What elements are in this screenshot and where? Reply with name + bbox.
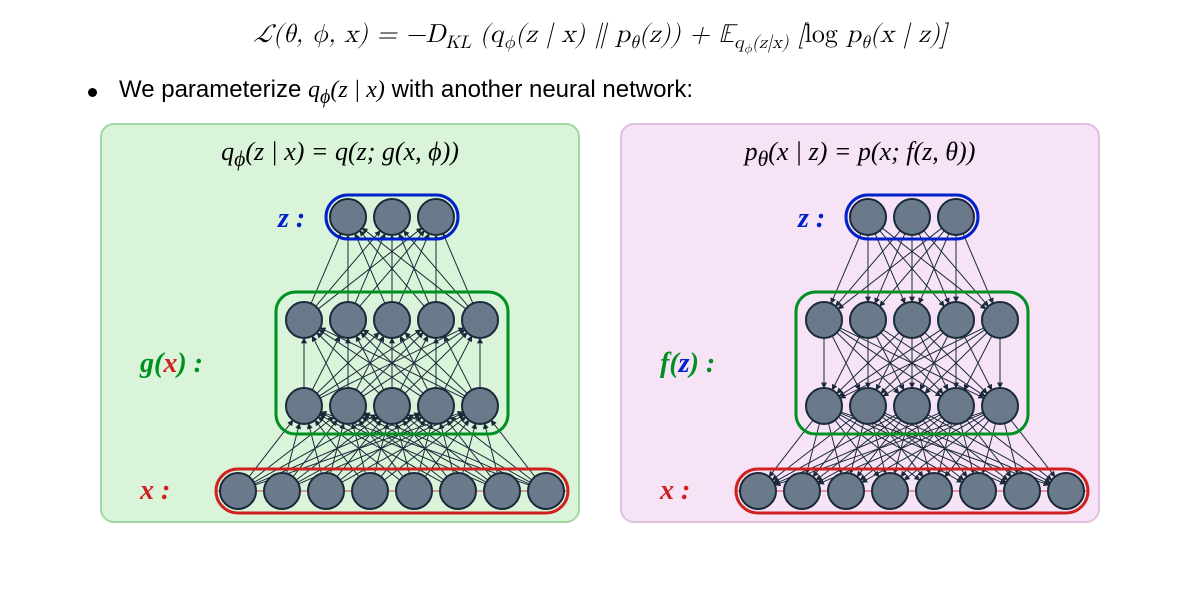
encoder-panel: qϕ(z | x) = q(z; g(x, ϕ)) z : g(x) : x : (100, 123, 580, 523)
panels-container: qϕ(z | x) = q(z; g(x, ϕ)) z : g(x) : x :… (60, 123, 1140, 523)
bullet-line: We parameterize qϕ(z | x) with another n… (60, 76, 1140, 109)
elbo-equation: ℒ(θ, ϕ, x) = −DKL (qϕ(z | x) ∥ pθ(z)) + … (60, 20, 1140, 58)
bullet-text: We parameterize qϕ(z | x) with another n… (119, 76, 693, 109)
bullet-dot-icon (88, 88, 97, 97)
decoder-network-svg (622, 125, 1102, 525)
decoder-panel: pθ(x | z) = p(x; f(z, θ)) z : f(z) : x : (620, 123, 1100, 523)
encoder-network-svg (102, 125, 582, 525)
